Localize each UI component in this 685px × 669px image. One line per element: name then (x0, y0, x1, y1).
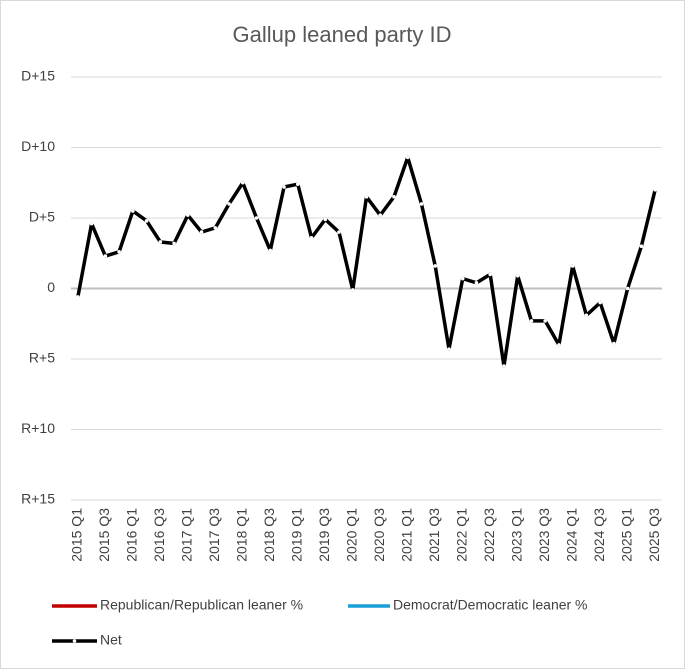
x-tick-label: 2018 Q3 (261, 508, 277, 562)
data-point (350, 288, 355, 292)
x-tick-label: 2025 Q3 (646, 508, 662, 562)
legend-label: Net (100, 632, 122, 648)
y-tick-label: D+10 (21, 138, 55, 154)
data-point (460, 276, 465, 281)
data-point (323, 217, 328, 222)
data-point (502, 364, 506, 368)
data-point (405, 155, 410, 160)
x-tick-label: 2018 Q1 (234, 508, 250, 562)
data-point (529, 319, 534, 323)
data-point (186, 213, 190, 217)
data-point (227, 202, 231, 206)
x-tick-label: 2023 Q1 (508, 508, 524, 562)
data-point (515, 274, 520, 278)
data-point (625, 286, 630, 291)
legend-label: Republican/Republican leaner % (100, 597, 303, 613)
data-point (295, 182, 300, 186)
data-point (254, 216, 259, 220)
data-point (199, 230, 204, 234)
data-point (131, 209, 135, 213)
data-point (144, 219, 149, 223)
data-point (378, 213, 383, 217)
data-point (653, 188, 657, 192)
x-tick-label: 2025 Q1 (618, 508, 634, 562)
x-tick-label: 2024 Q3 (591, 508, 607, 562)
y-tick-label: D+5 (29, 209, 55, 225)
x-tick-label: 2022 Q1 (453, 508, 469, 562)
y-tick-label: R+15 (21, 491, 55, 507)
x-tick-label: 2015 Q3 (96, 508, 112, 562)
y-tick-label: D+15 (21, 68, 55, 84)
x-tick-label: 2017 Q1 (179, 508, 195, 562)
x-tick-label: 2015 Q1 (69, 508, 85, 562)
x-tick-label: 2021 Q1 (398, 508, 414, 562)
data-point (584, 313, 589, 318)
x-tick-label: 2020 Q3 (371, 508, 387, 562)
y-tick-label: R+10 (21, 420, 55, 436)
x-tick-label: 2016 Q3 (151, 508, 167, 562)
data-point (337, 230, 341, 234)
data-point (612, 341, 616, 346)
data-point (570, 264, 575, 268)
legend-marker (72, 639, 77, 643)
data-point (268, 248, 273, 253)
x-tick-label: 2024 Q1 (563, 508, 579, 562)
data-point (172, 241, 176, 246)
data-point (639, 244, 644, 248)
x-tick-label: 2016 Q1 (124, 508, 140, 562)
x-tick-label: 2019 Q3 (316, 508, 332, 562)
data-point (89, 221, 94, 226)
y-tick-label: R+5 (29, 350, 55, 366)
data-point (76, 295, 80, 299)
data-point (474, 281, 479, 285)
data-point (241, 180, 245, 185)
data-point (447, 347, 451, 351)
x-tick-label: 2019 Q1 (288, 508, 304, 562)
x-tick-label: 2022 Q3 (481, 508, 497, 562)
data-point (433, 264, 438, 268)
data-point (598, 300, 602, 305)
x-tick-label: 2020 Q1 (343, 508, 359, 562)
data-point (103, 254, 108, 258)
data-point (309, 235, 314, 240)
x-tick-label: 2021 Q3 (426, 508, 442, 562)
data-point (158, 240, 163, 244)
data-point (543, 319, 547, 323)
data-point (557, 343, 561, 347)
y-tick-label: 0 (47, 279, 55, 295)
data-point (364, 195, 369, 199)
x-tick-label: 2023 Q3 (536, 508, 552, 562)
x-tick-label: 2017 Q3 (206, 508, 222, 562)
chart-title: Gallup leaned party ID (233, 22, 452, 47)
legend-label: Democrat/Democratic leaner % (393, 597, 588, 613)
data-point (419, 202, 424, 206)
data-point (488, 272, 492, 277)
data-point (282, 185, 286, 189)
data-point (392, 195, 396, 199)
data-point (117, 250, 121, 254)
data-point (213, 226, 218, 230)
